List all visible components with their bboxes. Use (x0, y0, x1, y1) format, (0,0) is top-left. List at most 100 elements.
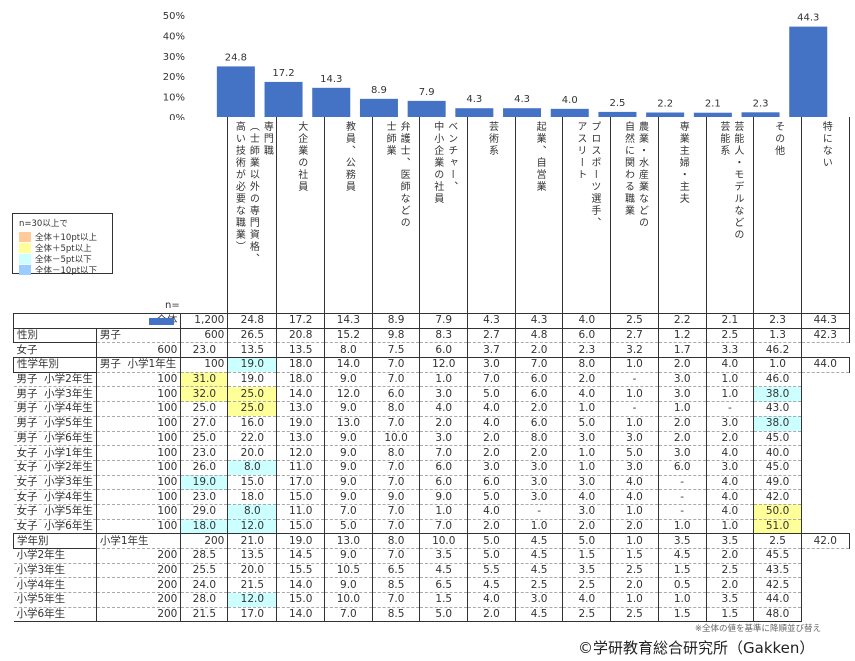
value-cell: 28.5 (180, 548, 229, 564)
value-cell: 14.0 (276, 577, 326, 594)
value-cell: 25.0 (180, 431, 229, 447)
table-row: 女子 小学4年生 100 23.0 18.0 15.0 9.0 9.0 9.0 5.0 3.0 4.… (13, 489, 850, 505)
legend-swatch (19, 253, 31, 264)
value-cell: 13.0 (276, 431, 326, 447)
value-cell: 9.0 (324, 460, 373, 476)
value-cell: 15.2 (324, 327, 373, 344)
value-cell: 1.7 (657, 342, 707, 359)
value-cell: 8.0 (227, 460, 278, 476)
value-cell: 31.0 (180, 372, 229, 388)
value-cell: 9.0 (324, 577, 373, 594)
sample-size: 100 (96, 416, 181, 432)
value-cell: 1.0 (610, 416, 659, 432)
value-cell: 7.0 (371, 357, 421, 373)
value-cell: 20.8 (276, 327, 326, 344)
value-cell: 8.0 (371, 533, 421, 549)
column-header-label: 特にない (820, 121, 832, 169)
value-cell: 9.0 (324, 431, 373, 447)
row-label: 女子 小学4年生 (13, 489, 97, 505)
bar (789, 26, 828, 118)
row-label: 男子 小学3年生 (13, 386, 97, 403)
value-cell: 18.0 (276, 357, 326, 373)
row-label: 女子 小学1年生 (13, 445, 97, 461)
bar (359, 98, 398, 117)
y-tick-label: 0% (169, 113, 185, 120)
value-cell: 24.8 (227, 313, 278, 329)
value-cell: 1.0 (657, 592, 707, 608)
value-cell: 8.5 (371, 607, 421, 623)
value-cell: 4.0 (467, 401, 516, 417)
column-header-label: 教員、公務員 (343, 121, 355, 193)
value-cell: 21.5 (180, 607, 229, 623)
value-cell: 3.0 (514, 592, 564, 608)
copyright: ©学研教育総合研究所（Gakken） (578, 639, 815, 657)
value-cell: 3.5 (705, 533, 755, 549)
value-cell: 49.0 (753, 475, 802, 491)
value-cell: 1.0 (705, 519, 755, 535)
value-cell: 3.0 (419, 431, 469, 447)
sample-size: 200 (96, 548, 181, 564)
group-label: 性学年別 (13, 357, 97, 373)
value-cell: 8.0 (324, 342, 373, 359)
value-cell: 3.0 (562, 431, 612, 447)
value-cell: 3.0 (610, 460, 659, 476)
value-cell: 2.0 (467, 607, 516, 623)
value-cell: 2.5 (562, 577, 612, 594)
bar (598, 111, 637, 117)
value-cell: 4.0 (705, 445, 755, 461)
bar (312, 87, 351, 117)
value-cell: 6.5 (419, 577, 469, 594)
value-cell: 3.0 (657, 445, 707, 461)
value-cell: 4.0 (467, 592, 516, 608)
value-cell: - (657, 475, 707, 491)
value-cell: 7.0 (371, 548, 421, 564)
value-cell: 4.0 (610, 489, 659, 505)
column-header-label: 芸術系 (486, 121, 498, 157)
column-header: ベンチャー、 中小企業の社員 (419, 117, 469, 314)
bar (264, 81, 303, 117)
value-cell: 4.0 (705, 475, 755, 491)
value-cell: 7.0 (514, 357, 564, 373)
sample-size: 600 (96, 342, 181, 359)
bar-chart: 0% 10% 20% 30% 40% 50% 24.8 17.2 14.3 8.9 7.9 4.3 4.… (163, 11, 828, 120)
row-label: 女子 小学2年生 (13, 460, 97, 476)
table-row: 小学5年生 200 28.0 12.0 15.0 10.0 7.0 1.5 4.0 3.0 4.0 1… (13, 592, 850, 608)
value-cell: 5.0 (324, 519, 373, 535)
value-cell: 4.8 (514, 327, 564, 344)
value-cell: 3.0 (514, 475, 564, 491)
value-cell: 8.0 (227, 504, 278, 520)
legend-item: 全体＋10pt以上 (19, 231, 112, 243)
value-label: 8.9 (371, 85, 387, 96)
value-cell: 44.0 (800, 357, 850, 373)
value-cell: - (705, 401, 755, 417)
value-cell: 7.0 (371, 372, 421, 388)
column-header: その他 (753, 117, 802, 314)
value-cell: 4.5 (419, 563, 469, 579)
row-label: 女子 (13, 342, 97, 359)
column-header-label: ベンチャー、 中小企業の社員 (431, 121, 457, 205)
value-cell: - (657, 489, 707, 505)
legend-label: 全体－10pt以下 (35, 265, 98, 276)
value-cell: 7.0 (371, 519, 421, 535)
value-label: 2.3 (753, 98, 769, 109)
sample-size: 100 (96, 519, 181, 535)
value-cell: 4.5 (467, 577, 516, 594)
table-row: 性学年別 男子 小学1年生 100 19.0 18.0 14.0 7.0 12.0 3.0 7.0… (13, 357, 850, 373)
value-cell: 45.0 (753, 460, 802, 476)
value-label: 2.1 (705, 99, 721, 110)
n-label: n= (165, 300, 180, 311)
value-cell: 45.0 (753, 431, 802, 447)
column-header-label: プロスポーツ選手、 アスリート (574, 121, 600, 229)
value-cell: 3.0 (562, 504, 612, 520)
total-bar-swatch (149, 318, 175, 325)
bar (646, 112, 685, 117)
table-row: 男子 小学6年生 100 25.0 22.0 13.0 9.0 10.0 3.0 2.0 8.0 3… (13, 431, 850, 447)
row-label: 男子 小学1年生 (96, 357, 182, 373)
table-row: 小学4年生 200 24.0 21.5 14.0 9.0 8.5 6.5 4.5 2.5 2.5 2.… (13, 577, 850, 594)
value-cell: 42.5 (753, 577, 802, 594)
sort-note: ※全体の値を基準に降順並び替え (694, 624, 821, 634)
column-header: 農業・水産業などの 自然に関わる職業 (610, 117, 659, 314)
sample-size: 100 (96, 504, 181, 520)
y-tick-label: 20% (163, 72, 185, 83)
